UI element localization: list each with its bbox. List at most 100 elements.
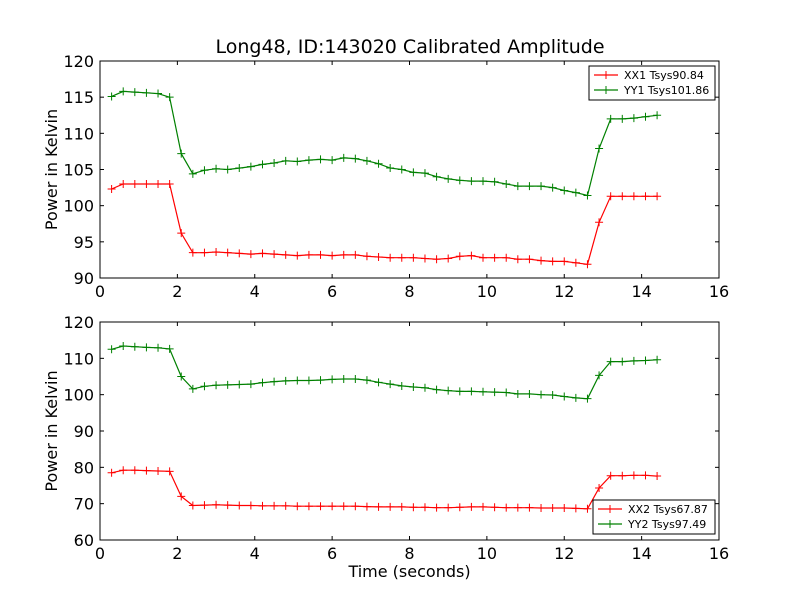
data-point	[351, 502, 360, 511]
data-point	[130, 466, 139, 475]
data-point	[629, 114, 638, 123]
data-point	[397, 381, 406, 390]
data-point	[362, 376, 371, 385]
data-point	[386, 253, 395, 262]
data-point	[444, 386, 453, 395]
data-point	[188, 501, 197, 510]
data-point	[188, 384, 197, 393]
data-point	[641, 471, 650, 480]
data-point	[467, 177, 476, 186]
data-point	[223, 165, 232, 174]
data-point	[154, 89, 163, 98]
data-point	[548, 504, 557, 513]
x-tick-label: 2	[172, 282, 182, 301]
data-point	[409, 168, 418, 177]
data-point	[270, 250, 279, 259]
data-point	[130, 88, 139, 97]
y-tick-label: 95	[74, 233, 94, 252]
data-point	[653, 111, 662, 120]
data-point	[479, 177, 488, 186]
data-point	[629, 356, 638, 365]
y-tick-label: 90	[74, 269, 94, 288]
legend-marker	[602, 71, 610, 79]
data-point	[119, 466, 128, 475]
data-point	[479, 253, 488, 262]
data-point	[571, 258, 580, 267]
data-point	[618, 114, 627, 123]
x-tick-label: 12	[554, 544, 574, 563]
data-point	[467, 387, 476, 396]
data-point	[107, 92, 116, 101]
data-point	[560, 186, 569, 195]
data-point	[560, 392, 569, 401]
data-point	[362, 252, 371, 261]
data-point	[479, 502, 488, 511]
legend-label: XX2 Tsys67.87	[628, 503, 708, 516]
data-point	[374, 378, 383, 387]
y-tick-label: 100	[63, 386, 94, 405]
chart-title: Long48, ID:143020 Calibrated Amplitude	[215, 36, 604, 58]
data-point	[595, 484, 604, 493]
data-point	[455, 176, 464, 185]
data-point	[409, 503, 418, 512]
data-point	[618, 357, 627, 366]
data-point	[142, 179, 151, 188]
data-point	[235, 164, 244, 173]
data-point	[444, 174, 453, 183]
x-tick-label: 8	[404, 544, 414, 563]
data-point	[618, 192, 627, 201]
data-point	[130, 342, 139, 351]
data-point	[653, 192, 662, 201]
data-point	[432, 255, 441, 264]
data-point	[467, 251, 476, 260]
data-point	[316, 155, 325, 164]
x-tick-label: 4	[250, 282, 260, 301]
data-point	[595, 218, 604, 227]
y-tick-label: 90	[74, 422, 94, 441]
data-point	[107, 345, 116, 354]
data-point	[281, 250, 290, 259]
data-point	[455, 252, 464, 261]
data-point	[641, 356, 650, 365]
data-point	[188, 248, 197, 257]
data-point	[490, 177, 499, 186]
data-point	[212, 247, 221, 256]
data-point	[200, 382, 209, 391]
x-tick-label: 8	[404, 282, 414, 301]
data-point	[397, 253, 406, 262]
data-point	[304, 250, 313, 259]
y-tick-label: 60	[74, 531, 94, 550]
data-point	[235, 249, 244, 258]
data-point	[420, 254, 429, 263]
data-point	[513, 255, 522, 264]
data-point	[502, 179, 511, 188]
data-point	[177, 372, 186, 381]
data-point	[258, 501, 267, 510]
data-point	[142, 343, 151, 352]
data-point	[606, 192, 615, 201]
data-point	[409, 383, 418, 392]
data-point	[258, 160, 267, 169]
data-point	[246, 162, 255, 171]
data-point	[397, 502, 406, 511]
data-point	[351, 250, 360, 259]
data-point	[455, 387, 464, 396]
data-point	[281, 501, 290, 510]
legend-label: YY1 Tsys101.86	[623, 84, 709, 97]
data-point	[409, 253, 418, 262]
subplot-top: 0 2 4 6 8 10 12 14 16 90 95 100 105 110 115 120 Power in…	[42, 52, 729, 301]
data-point	[293, 502, 302, 511]
data-point	[119, 341, 128, 350]
data-point	[420, 169, 429, 178]
data-point	[316, 250, 325, 259]
data-point	[200, 166, 209, 175]
data-point	[212, 500, 221, 509]
data-point	[223, 501, 232, 510]
data-point	[548, 257, 557, 266]
data-point	[537, 182, 546, 191]
data-point	[571, 393, 580, 402]
data-point	[548, 183, 557, 192]
data-point	[107, 185, 116, 194]
data-point	[537, 390, 546, 399]
data-point	[188, 169, 197, 178]
